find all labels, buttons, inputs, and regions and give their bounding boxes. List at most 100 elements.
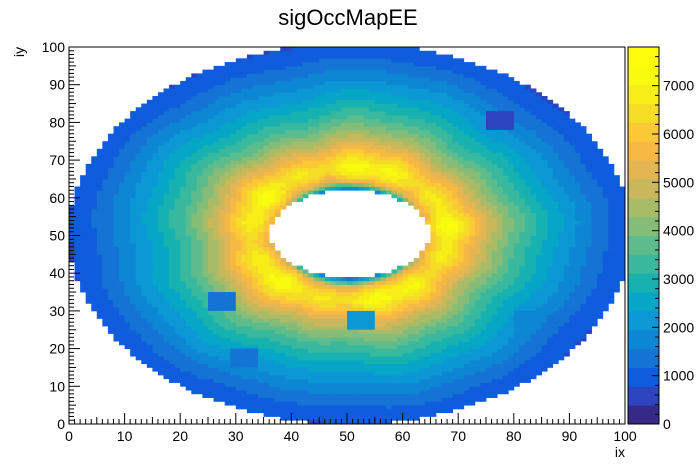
heatmap-cell [324, 292, 331, 297]
heatmap-cell [241, 212, 248, 218]
heatmap-cell [313, 129, 320, 135]
heatmap-cell [174, 314, 181, 319]
heatmap-cell [269, 322, 276, 327]
heatmap-cell [274, 111, 281, 116]
heatmap-cell [285, 190, 292, 195]
heatmap-cell [230, 103, 237, 108]
heatmap-cell [152, 227, 159, 233]
heatmap-cell [358, 129, 365, 135]
heatmap-cell [74, 265, 81, 270]
heatmap-cell [213, 382, 220, 387]
heatmap-cell [330, 397, 337, 402]
heatmap-cell [385, 92, 392, 97]
heatmap-cell [330, 148, 337, 153]
heatmap-cell [263, 197, 270, 202]
heatmap-cell [224, 322, 231, 327]
heatmap-cell [235, 96, 242, 101]
heatmap-cell [85, 186, 92, 191]
heatmap-cell [196, 273, 203, 278]
heatmap-cell [130, 243, 137, 248]
heatmap-cell [419, 80, 426, 86]
heatmap-cell [174, 231, 181, 236]
heatmap-cell [119, 258, 125, 263]
heatmap-cell [169, 280, 176, 285]
heatmap-cell [141, 156, 148, 161]
heatmap-cell [397, 197, 403, 202]
heatmap-cell [219, 118, 226, 123]
heatmap-cell [152, 318, 159, 323]
heatmap-cell [296, 348, 303, 353]
heatmap-cell [219, 111, 226, 116]
heatmap-cell [330, 337, 337, 342]
heatmap-cell [430, 397, 437, 402]
heatmap-cell [302, 333, 309, 338]
heatmap-cell [335, 62, 342, 67]
heatmap-cell [230, 227, 237, 233]
heatmap-cell [252, 325, 259, 331]
heatmap-cell [130, 137, 137, 142]
heatmap-cell [230, 111, 237, 116]
heatmap-cell [96, 148, 103, 153]
heatmap-cell [252, 122, 259, 127]
heatmap-cell [302, 344, 309, 349]
heatmap-cell [397, 299, 403, 304]
heatmap-cell [369, 167, 376, 172]
heatmap-cell [424, 197, 431, 202]
heatmap-cell [219, 314, 226, 319]
heatmap-cell [219, 88, 226, 93]
heatmap-cell [335, 137, 342, 142]
heatmap-cell [196, 171, 203, 176]
heatmap-cell [319, 65, 326, 71]
heatmap-cell [185, 325, 192, 331]
heatmap-cell [419, 273, 426, 278]
heatmap-cell [263, 374, 270, 380]
heatmap-cell [213, 205, 220, 210]
heatmap-cell [369, 348, 376, 353]
heatmap-cell [185, 111, 192, 116]
heatmap-cell [280, 299, 287, 304]
heatmap-cell [374, 182, 381, 187]
heatmap-cell [308, 322, 315, 327]
heatmap-cell [397, 54, 403, 59]
heatmap-cell [230, 378, 237, 383]
heatmap-cell [246, 397, 253, 402]
heatmap-cell [157, 367, 164, 372]
heatmap-cell [335, 397, 342, 402]
heatmap-cell [374, 344, 381, 349]
heatmap-cell [302, 114, 309, 120]
heatmap-cell [157, 107, 164, 112]
heatmap-cell [152, 329, 159, 334]
heatmap-cell [391, 194, 398, 199]
heatmap-cell [146, 356, 153, 361]
heatmap-cell [246, 175, 253, 180]
heatmap-cell [191, 194, 198, 199]
heatmap-cell [302, 348, 309, 353]
heatmap-cell [385, 284, 392, 289]
heatmap-cell [413, 69, 420, 74]
heatmap-cell [263, 69, 270, 74]
heatmap-cell [347, 367, 353, 372]
heatmap-cell [208, 129, 214, 135]
heatmap-cell [424, 382, 431, 387]
heatmap-cell [157, 333, 164, 338]
heatmap-cell [174, 299, 181, 304]
heatmap-cell [324, 77, 331, 82]
heatmap-cell [291, 163, 298, 169]
heatmap-cell [219, 126, 226, 131]
heatmap-cell [269, 73, 276, 78]
heatmap-cell [252, 261, 259, 267]
heatmap-cell [413, 141, 420, 146]
heatmap-cell [424, 88, 431, 93]
heatmap-cell [397, 194, 403, 199]
heatmap-cell [430, 307, 437, 312]
heatmap-cell [402, 405, 409, 410]
heatmap-cell [152, 246, 159, 251]
heatmap-cell [241, 111, 248, 116]
heatmap-cell [296, 107, 303, 112]
heatmap-cell [230, 205, 237, 210]
heatmap-cell [330, 333, 337, 338]
heatmap-cell [230, 137, 237, 142]
heatmap-cell [291, 103, 298, 108]
heatmap-cell [369, 103, 376, 108]
heatmap-cell [397, 103, 403, 108]
